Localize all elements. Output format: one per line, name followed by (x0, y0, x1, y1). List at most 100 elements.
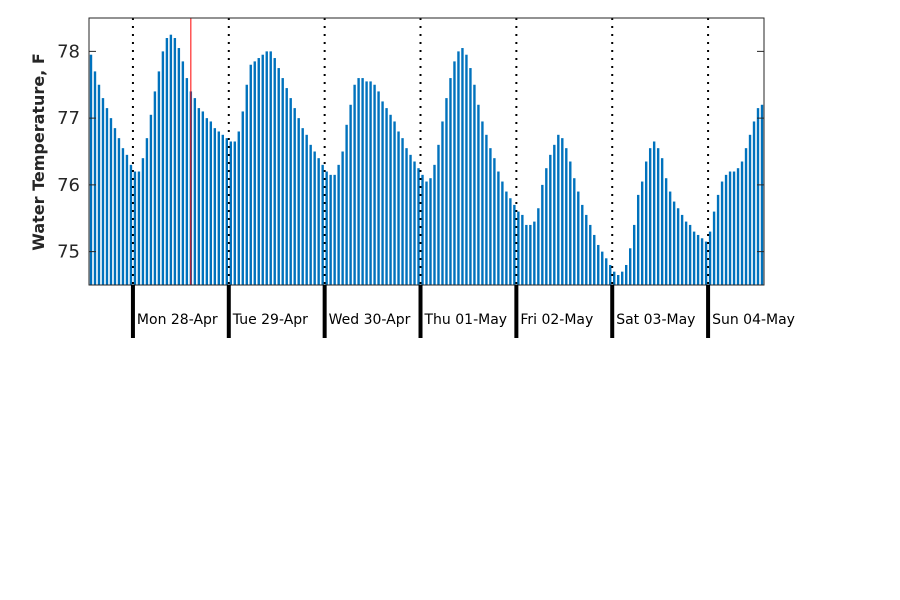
bar (217, 131, 221, 285)
bar (644, 161, 648, 285)
bar (185, 78, 189, 285)
day-label: Fri 02-May (520, 312, 593, 328)
bar (417, 168, 420, 285)
bar (97, 84, 101, 285)
bar (309, 144, 312, 285)
bar (529, 224, 532, 285)
bar (197, 108, 201, 285)
day-label: Tue 29-Apr (232, 312, 308, 328)
bar (744, 148, 748, 285)
bar (553, 144, 556, 285)
bar (413, 161, 416, 285)
bar (521, 214, 524, 285)
bar (385, 108, 388, 285)
bar (449, 78, 452, 285)
y-tick-label: 77 (57, 108, 80, 129)
bar (337, 164, 340, 285)
bar (109, 118, 113, 286)
bar (640, 181, 644, 285)
bar (313, 151, 316, 285)
plot-frame (88, 17, 765, 286)
bar (333, 174, 336, 285)
y-tick-label: 78 (57, 41, 80, 62)
bar (377, 91, 380, 285)
bar (237, 131, 240, 285)
bar (493, 158, 496, 285)
bar (720, 181, 724, 285)
bar (429, 178, 432, 285)
bar (225, 138, 228, 285)
bar (93, 71, 97, 286)
bar (393, 121, 396, 286)
y-tick-label: 75 (57, 242, 80, 263)
bar (752, 121, 756, 286)
bar (437, 144, 440, 285)
bar (617, 274, 620, 285)
bar (265, 51, 268, 286)
day-label: Sun 04-May (712, 312, 795, 328)
bar (453, 61, 456, 285)
bar (405, 148, 408, 285)
bar (593, 234, 596, 285)
bar (157, 71, 161, 286)
bar (573, 178, 576, 285)
bar (497, 171, 500, 285)
bar (549, 154, 552, 285)
bar (545, 168, 548, 285)
bar (581, 204, 584, 285)
bar (133, 171, 137, 285)
bar (165, 38, 169, 285)
bar (249, 64, 252, 285)
bar (481, 121, 484, 286)
bar (317, 158, 320, 285)
bar (357, 78, 360, 285)
bar (716, 194, 720, 285)
bar (169, 34, 173, 285)
bar (369, 81, 372, 285)
bar (656, 148, 660, 285)
bar (325, 171, 328, 285)
y-axis-label: Water Temperature, F (29, 53, 48, 251)
bar (561, 138, 564, 285)
bar (301, 128, 304, 285)
bar (505, 191, 508, 285)
bar (513, 204, 516, 285)
bar (293, 108, 296, 285)
bar (365, 81, 368, 285)
bar (465, 54, 468, 286)
bar (625, 264, 628, 285)
bar (305, 134, 308, 285)
bar (361, 78, 364, 285)
bar (660, 158, 664, 285)
bar (329, 174, 332, 285)
bar (141, 158, 145, 285)
bar (353, 84, 356, 285)
bar (517, 211, 520, 285)
bar (525, 224, 528, 285)
bar (541, 184, 544, 286)
bar (389, 114, 392, 285)
bar (609, 264, 612, 285)
bar (652, 141, 656, 285)
bar (421, 174, 424, 285)
bar (89, 54, 93, 286)
bar (712, 211, 716, 285)
bar (105, 108, 109, 285)
bar (597, 244, 600, 285)
bar (345, 124, 348, 285)
bar (748, 134, 752, 285)
bar (261, 54, 264, 286)
y-axis: 75 76 77 78 (57, 41, 764, 263)
bar (601, 251, 604, 286)
bar (605, 258, 608, 285)
bar (177, 48, 181, 285)
bar (241, 111, 244, 285)
bar (668, 191, 672, 285)
bars-group (89, 34, 764, 286)
bar (680, 214, 684, 285)
bar (253, 61, 256, 285)
bar (277, 68, 280, 285)
bar (433, 164, 436, 285)
bar (613, 271, 616, 285)
bar (485, 134, 488, 285)
